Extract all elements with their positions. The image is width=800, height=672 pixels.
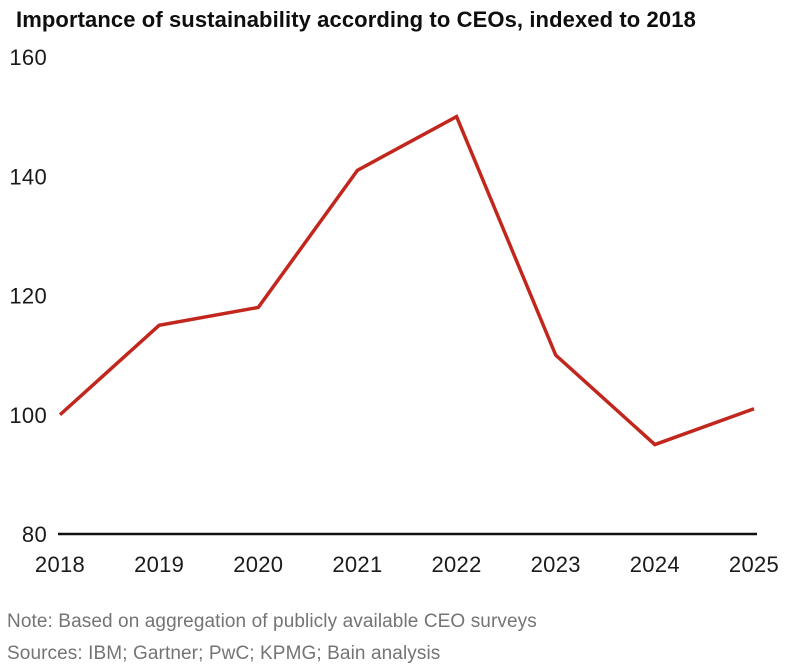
chart-sources: Sources: IBM; Gartner; PwC; KPMG; Bain a… <box>7 643 441 664</box>
x-axis-tick-2019: 2019 <box>134 552 184 577</box>
x-axis-tick-2022: 2022 <box>431 552 481 577</box>
y-axis-tick-80: 80 <box>22 522 47 547</box>
y-axis-tick-120: 120 <box>9 284 47 309</box>
x-axis-tick-2025: 2025 <box>729 552 779 577</box>
y-axis-tick-100: 100 <box>9 403 47 428</box>
chart-title: Importance of sustainability according t… <box>16 7 696 32</box>
y-axis-tick-140: 140 <box>9 164 47 189</box>
x-axis-tick-2021: 2021 <box>332 552 382 577</box>
x-axis-tick-2024: 2024 <box>630 552 680 577</box>
x-axis-tick-2023: 2023 <box>531 552 581 577</box>
chart-note: Note: Based on aggregation of publicly a… <box>7 611 537 632</box>
y-axis-tick-160: 160 <box>9 45 47 70</box>
x-axis-tick-2018: 2018 <box>35 552 85 577</box>
data-line-sustainability-index <box>58 114 755 447</box>
x-axis-tick-2020: 2020 <box>233 552 283 577</box>
